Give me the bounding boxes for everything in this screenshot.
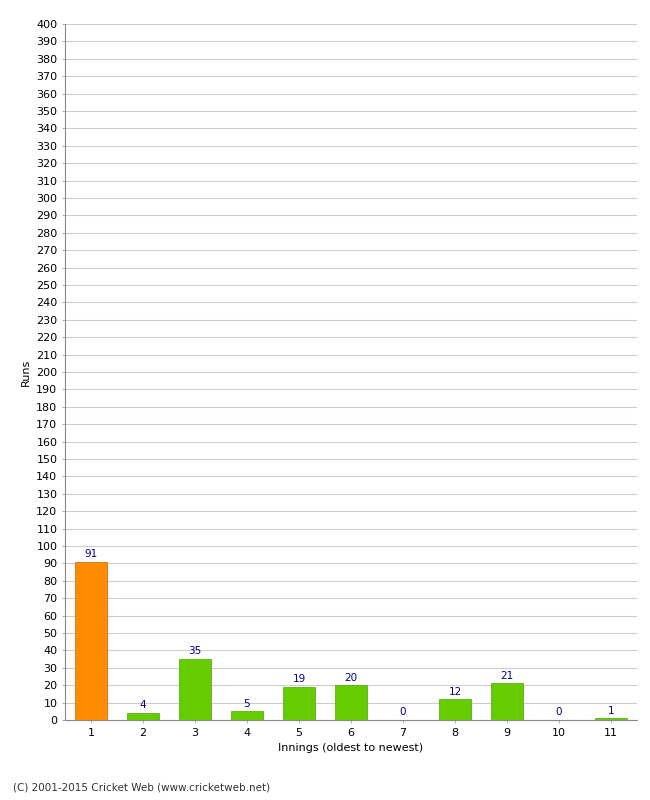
Y-axis label: Runs: Runs — [21, 358, 31, 386]
Text: 20: 20 — [344, 673, 358, 682]
Bar — [283, 687, 315, 720]
Bar — [179, 659, 211, 720]
Text: 0: 0 — [556, 706, 562, 717]
Text: (C) 2001-2015 Cricket Web (www.cricketweb.net): (C) 2001-2015 Cricket Web (www.cricketwe… — [13, 782, 270, 792]
Text: 1: 1 — [608, 706, 614, 716]
Bar — [335, 685, 367, 720]
Text: 4: 4 — [140, 701, 146, 710]
Bar — [127, 713, 159, 720]
Text: 12: 12 — [448, 686, 461, 697]
Bar — [231, 711, 263, 720]
Text: 0: 0 — [400, 706, 406, 717]
X-axis label: Innings (oldest to newest): Innings (oldest to newest) — [278, 743, 424, 753]
Bar — [439, 699, 471, 720]
Bar — [491, 683, 523, 720]
Bar — [595, 718, 627, 720]
Text: 35: 35 — [188, 646, 202, 657]
Bar — [75, 562, 107, 720]
Text: 21: 21 — [500, 671, 514, 681]
Text: 19: 19 — [292, 674, 306, 684]
Text: 5: 5 — [244, 698, 250, 709]
Text: 91: 91 — [84, 549, 98, 559]
